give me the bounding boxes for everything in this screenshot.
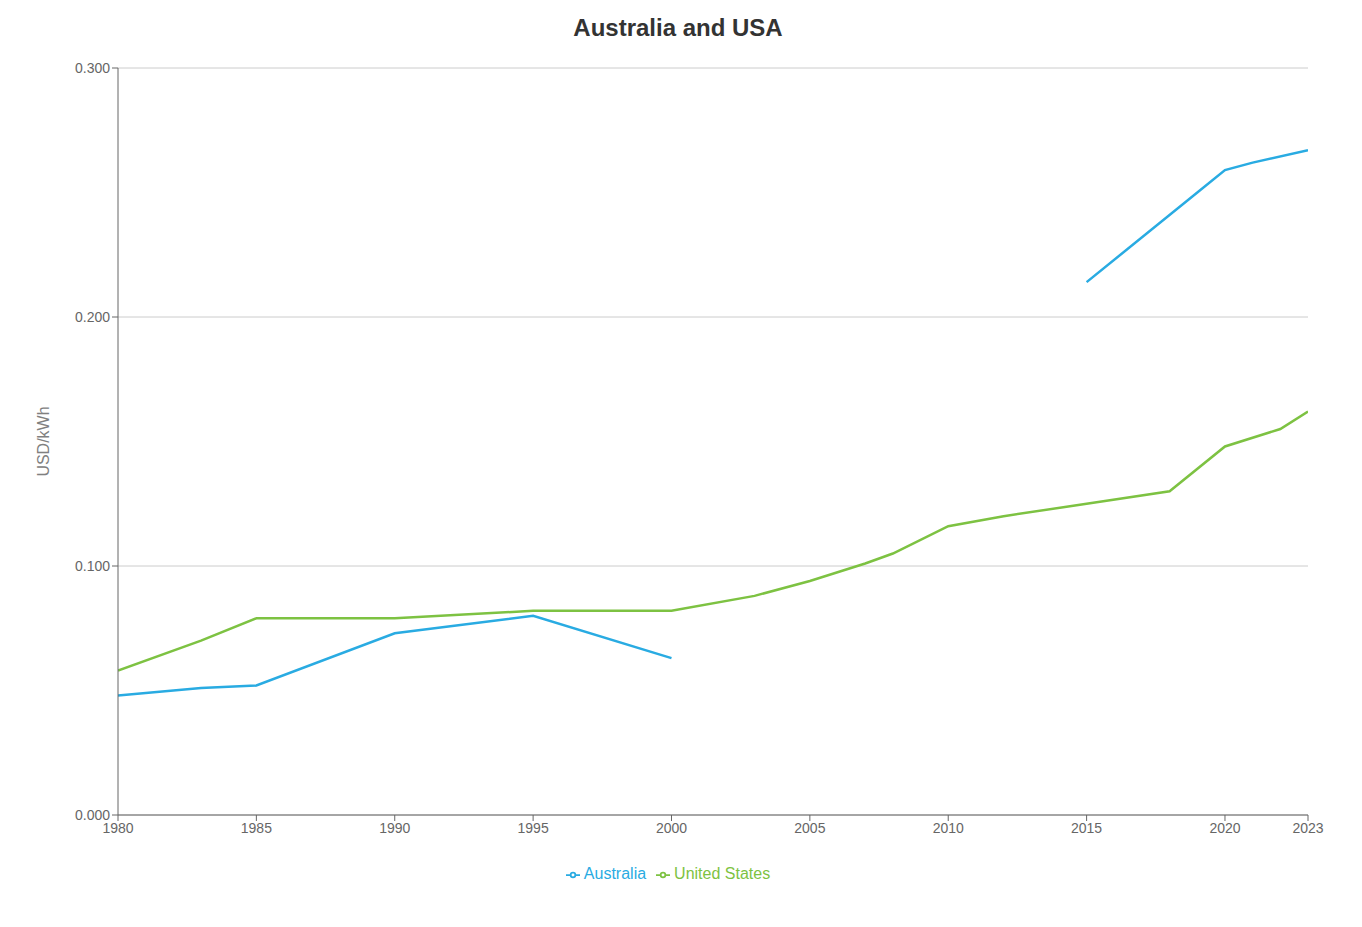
svg-text:2005: 2005 [794, 820, 825, 836]
svg-text:2010: 2010 [933, 820, 964, 836]
svg-text:1990: 1990 [379, 820, 410, 836]
svg-text:2015: 2015 [1071, 820, 1102, 836]
svg-text:2023: 2023 [1292, 820, 1323, 836]
svg-text:0.100: 0.100 [75, 558, 110, 574]
svg-text:2020: 2020 [1209, 820, 1240, 836]
svg-text:2000: 2000 [656, 820, 687, 836]
html-text:Australia: Australia [583, 865, 647, 882]
svg-text:USD/kWh: USD/kWh [35, 406, 52, 476]
svg-text:0.000: 0.000 [75, 807, 110, 823]
svg-text:0.200: 0.200 [75, 309, 110, 325]
html-text:Australia and USA: Australia and USA [573, 14, 783, 41]
svg-text:1980: 1980 [102, 819, 134, 836]
svg-text:1995: 1995 [518, 820, 549, 836]
svg-text:1985: 1985 [241, 820, 272, 836]
svg-text:0.300: 0.300 [75, 60, 110, 76]
html-text:United States: United States [674, 865, 771, 882]
